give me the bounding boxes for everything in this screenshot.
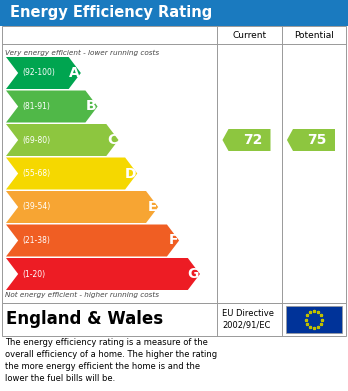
Polygon shape bbox=[6, 90, 97, 122]
Text: A: A bbox=[69, 66, 80, 80]
Text: (1-20): (1-20) bbox=[22, 269, 45, 278]
Bar bbox=[0, 0, 348, 26]
Text: F: F bbox=[168, 233, 178, 248]
Text: England & Wales: England & Wales bbox=[6, 310, 163, 328]
Text: (81-91): (81-91) bbox=[22, 102, 50, 111]
Text: D: D bbox=[125, 167, 136, 181]
Bar bbox=[286, 306, 342, 333]
Text: (92-100): (92-100) bbox=[22, 68, 55, 77]
Text: Very energy efficient - lower running costs: Very energy efficient - lower running co… bbox=[5, 50, 159, 56]
Text: Current: Current bbox=[232, 30, 267, 39]
Polygon shape bbox=[6, 224, 179, 256]
Polygon shape bbox=[6, 191, 158, 223]
Text: Energy Efficiency Rating: Energy Efficiency Rating bbox=[10, 5, 212, 20]
Text: C: C bbox=[107, 133, 118, 147]
Text: E: E bbox=[148, 200, 157, 214]
Text: Not energy efficient - higher running costs: Not energy efficient - higher running co… bbox=[5, 292, 159, 298]
Polygon shape bbox=[6, 57, 81, 89]
Bar bbox=[2, 26, 346, 303]
Text: EU Directive
2002/91/EC: EU Directive 2002/91/EC bbox=[222, 309, 274, 330]
Text: 72: 72 bbox=[243, 133, 262, 147]
Text: B: B bbox=[86, 99, 97, 113]
Polygon shape bbox=[222, 129, 270, 151]
Text: 75: 75 bbox=[308, 133, 327, 147]
Text: (39-54): (39-54) bbox=[22, 203, 50, 212]
Text: G: G bbox=[188, 267, 199, 281]
Text: Potential: Potential bbox=[294, 30, 334, 39]
Polygon shape bbox=[6, 258, 200, 290]
Text: (69-80): (69-80) bbox=[22, 136, 50, 145]
Text: The energy efficiency rating is a measure of the
overall efficiency of a home. T: The energy efficiency rating is a measur… bbox=[5, 338, 217, 384]
Polygon shape bbox=[6, 124, 118, 156]
Bar bbox=[2, 303, 346, 336]
Text: (55-68): (55-68) bbox=[22, 169, 50, 178]
Text: (21-38): (21-38) bbox=[22, 236, 50, 245]
Polygon shape bbox=[287, 129, 335, 151]
Polygon shape bbox=[6, 158, 137, 190]
